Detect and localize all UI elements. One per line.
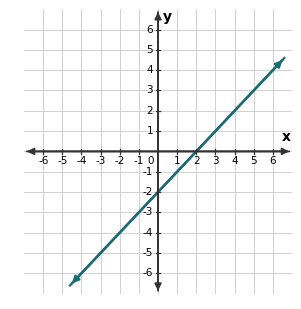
Text: 2: 2 (147, 106, 153, 116)
Text: -1: -1 (143, 167, 153, 177)
Text: 6: 6 (147, 25, 153, 35)
Text: y: y (163, 10, 172, 24)
Text: -4: -4 (143, 228, 153, 238)
Text: -2: -2 (143, 187, 153, 197)
Text: -1: -1 (134, 156, 144, 167)
Text: -3: -3 (143, 207, 153, 217)
Text: 3: 3 (147, 86, 153, 95)
Text: -5: -5 (143, 248, 153, 258)
Text: -6: -6 (38, 156, 48, 167)
Text: 5: 5 (147, 45, 153, 55)
Text: 1: 1 (174, 156, 181, 167)
Text: 4: 4 (147, 65, 153, 75)
Text: -4: -4 (76, 156, 87, 167)
Text: 5: 5 (250, 156, 257, 167)
Text: 4: 4 (231, 156, 238, 167)
Text: 0: 0 (148, 156, 154, 167)
Text: 6: 6 (269, 156, 276, 167)
Text: x: x (282, 130, 291, 144)
Text: 2: 2 (193, 156, 200, 167)
Text: 1: 1 (147, 126, 153, 136)
Text: -3: -3 (95, 156, 106, 167)
Text: 3: 3 (212, 156, 219, 167)
Text: -6: -6 (143, 268, 153, 278)
Text: -2: -2 (115, 156, 125, 167)
Text: -5: -5 (57, 156, 67, 167)
